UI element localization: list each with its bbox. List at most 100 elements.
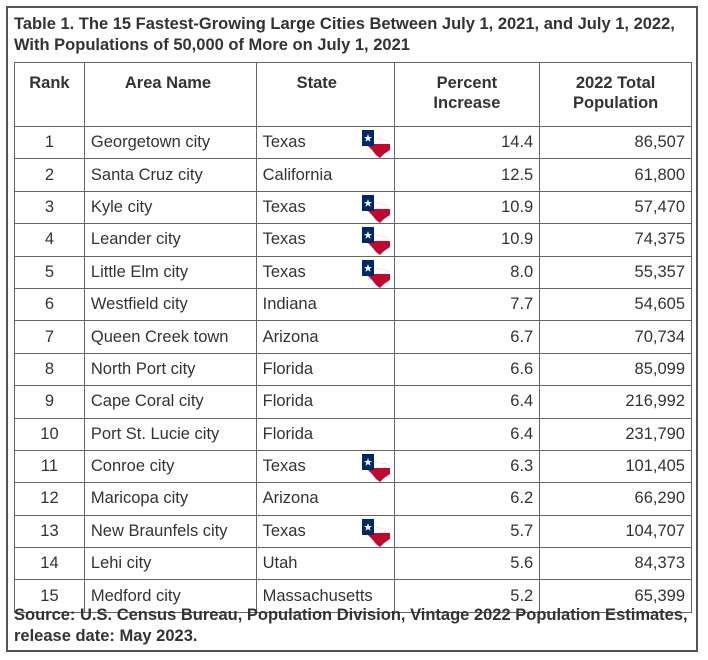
- area-name-cell: Kyle city: [83, 190, 257, 225]
- population-cell: 61,800: [539, 158, 692, 192]
- state-name: Arizona: [262, 489, 319, 508]
- percent-increase-cell: 6.2: [393, 482, 541, 516]
- table-body: 1 Georgetown city Texas 14.4 86,507 2 Santa Cr…: [14, 125, 692, 613]
- area-name-cell: Westfield city: [83, 287, 257, 322]
- state-cell: Texas: [255, 223, 395, 257]
- table-row: 14 Lehi city Utah 5.6 84,373: [14, 547, 692, 581]
- texas-flag-icon: [360, 225, 392, 256]
- state-cell: Texas: [255, 125, 395, 160]
- table-row: 11 Conroe city Texas 6.3 101,405: [14, 449, 692, 484]
- header-population-line1: 2022 Total: [575, 74, 656, 92]
- state-name: Florida: [262, 359, 314, 378]
- rank-cell: 11: [14, 449, 85, 484]
- rank-cell: 1: [14, 125, 85, 160]
- percent-increase-cell: 5.7: [393, 514, 541, 549]
- table-row: 5 Little Elm city Texas 8.0 55,357: [14, 255, 692, 289]
- percent-increase-cell: 10.9: [393, 190, 541, 225]
- rank-cell: 2: [14, 158, 85, 192]
- header-rank: Rank: [14, 62, 85, 127]
- rank-cell: 9: [14, 385, 85, 419]
- population-cell: 54,605: [539, 287, 692, 322]
- state-cell: Utah: [255, 547, 395, 581]
- percent-increase-cell: 6.4: [393, 385, 541, 419]
- rank-cell: 3: [14, 190, 85, 225]
- state-cell: Indiana: [255, 287, 395, 322]
- percent-increase-cell: 5.6: [393, 547, 541, 581]
- area-name-cell: Medford city: [83, 579, 257, 613]
- rank-cell: 10: [14, 417, 85, 451]
- state-name: Utah: [262, 554, 298, 573]
- table-row: 10 Port St. Lucie city Florida 6.4 231,790: [14, 417, 692, 451]
- table-row: 2 Santa Cruz city California 12.5 61,800: [14, 158, 692, 192]
- table-row: 15 Medford city Massachusetts 5.2 65,399: [14, 579, 692, 613]
- population-cell: 101,405: [539, 449, 692, 484]
- state-cell: Texas: [255, 514, 395, 549]
- state-name: Florida: [262, 424, 314, 443]
- table-row: 8 North Port city Florida 6.6 85,099: [14, 352, 692, 387]
- texas-flag-icon: [360, 128, 392, 158]
- percent-increase-cell: 12.5: [393, 158, 541, 192]
- rank-cell: 7: [14, 320, 85, 354]
- state-cell: Texas: [255, 449, 395, 484]
- texas-flag-icon: [360, 193, 392, 223]
- state-cell: Massachusetts: [255, 579, 395, 613]
- population-cell: 74,375: [539, 223, 692, 257]
- state-name: Arizona: [262, 327, 319, 346]
- population-cell: 85,099: [539, 352, 692, 387]
- rank-cell: 13: [14, 514, 85, 549]
- cities-table: Rank Area Name State Percent Increase 202…: [14, 62, 692, 613]
- state-cell: California: [255, 158, 395, 192]
- table-row: 6 Westfield city Indiana 7.7 54,605: [14, 287, 692, 322]
- state-name: Texas: [262, 133, 306, 152]
- area-name-cell: Port St. Lucie city: [83, 417, 257, 451]
- header-percent-increase: Percent Increase: [393, 62, 541, 127]
- table-row: 3 Kyle city Texas 10.9 57,470: [14, 190, 692, 225]
- source-note: Source: U.S. Census Bureau, Population D…: [14, 606, 688, 645]
- header-area-name: Area Name: [83, 62, 257, 127]
- percent-increase-cell: 6.6: [393, 352, 541, 387]
- header-state: State: [255, 62, 395, 127]
- rank-cell: 6: [14, 287, 85, 322]
- percent-increase-cell: 10.9: [393, 223, 541, 257]
- population-cell: 70,734: [539, 320, 692, 354]
- area-name-cell: Conroe city: [83, 449, 257, 484]
- area-name-cell: New Braunfels city: [83, 514, 257, 549]
- state-name: Massachusetts: [262, 586, 373, 605]
- texas-flag-icon: [360, 517, 392, 547]
- area-name-cell: Santa Cruz city: [83, 158, 257, 192]
- percent-increase-cell: 14.4: [393, 125, 541, 160]
- state-name: California: [262, 165, 333, 184]
- rank-cell: 14: [14, 547, 85, 581]
- texas-flag-icon: [360, 452, 392, 482]
- table-row: 7 Queen Creek town Arizona 6.7 70,734: [14, 320, 692, 354]
- state-cell: Florida: [255, 385, 395, 419]
- header-population-line2: Population: [572, 94, 659, 112]
- table-title: Table 1. The 15 Fastest-Growing Large Ci…: [14, 15, 675, 54]
- population-cell: 65,399: [539, 579, 692, 613]
- state-name: Texas: [262, 197, 306, 216]
- area-name-cell: Queen Creek town: [83, 320, 257, 354]
- state-cell: Texas: [255, 255, 395, 289]
- table-row: 12 Maricopa city Arizona 6.2 66,290: [14, 482, 692, 516]
- rank-cell: 5: [14, 255, 85, 289]
- population-cell: 84,373: [539, 547, 692, 581]
- population-cell: 55,357: [539, 255, 692, 289]
- percent-increase-cell: 6.4: [393, 417, 541, 451]
- rank-cell: 4: [14, 223, 85, 257]
- header-total-population: 2022 Total Population: [539, 62, 692, 127]
- area-name-cell: Little Elm city: [83, 255, 257, 289]
- state-cell: Arizona: [255, 320, 395, 354]
- population-cell: 231,790: [539, 417, 692, 451]
- state-name: Texas: [262, 262, 306, 281]
- population-cell: 57,470: [539, 190, 692, 225]
- area-name-cell: Leander city: [83, 223, 257, 257]
- state-name: Texas: [262, 230, 306, 249]
- state-name: Indiana: [262, 295, 317, 314]
- population-cell: 104,707: [539, 514, 692, 549]
- area-name-cell: Maricopa city: [83, 482, 257, 516]
- percent-increase-cell: 8.0: [393, 255, 541, 289]
- table-row: 9 Cape Coral city Florida 6.4 216,992: [14, 385, 692, 419]
- area-name-cell: Cape Coral city: [83, 385, 257, 419]
- state-cell: Arizona: [255, 482, 395, 516]
- area-name-cell: Lehi city: [83, 547, 257, 581]
